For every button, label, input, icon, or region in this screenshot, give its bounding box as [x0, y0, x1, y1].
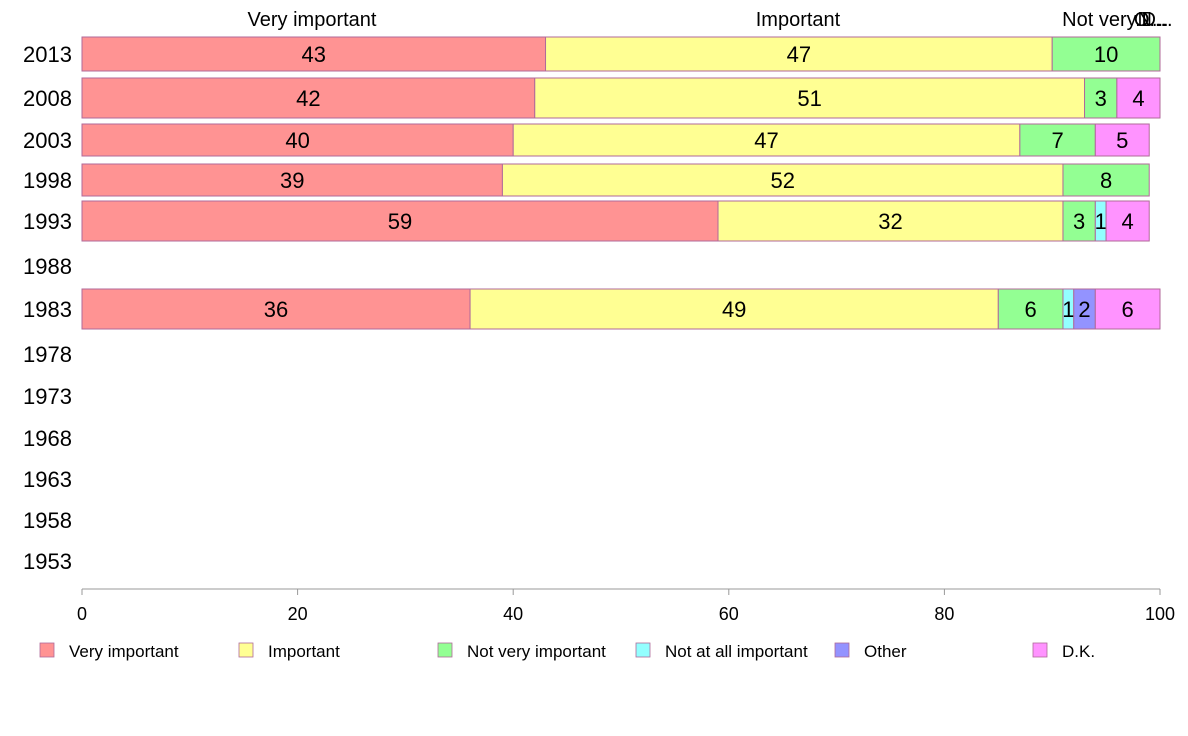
- x-tick-label: 40: [503, 604, 523, 624]
- year-label: 2013: [23, 42, 72, 67]
- legend-swatch: [635, 642, 651, 658]
- bar-segment: [717, 200, 1064, 242]
- column-header: Very important: [248, 9, 377, 31]
- bar-value-label: 1: [1095, 209, 1107, 234]
- bar-value-label: 4: [1132, 86, 1144, 111]
- column-header: O...: [1134, 9, 1166, 31]
- legend-label: Not very important: [467, 642, 606, 661]
- legend-swatch: [834, 642, 850, 658]
- legend-swatch: [437, 642, 453, 658]
- legend-label: Not at all important: [665, 642, 808, 661]
- legend-label: Very important: [69, 642, 179, 661]
- bar-value-label: 2: [1078, 297, 1090, 322]
- bar-segment: [545, 36, 1053, 72]
- bar-segment: [81, 288, 471, 330]
- year-label: 2008: [23, 86, 72, 111]
- x-tick-label: 0: [77, 604, 87, 624]
- bar-value-label: 40: [285, 128, 309, 153]
- bar-value-label: 6: [1122, 297, 1134, 322]
- legend-label: Important: [268, 642, 340, 661]
- bar-value-label: 32: [878, 209, 902, 234]
- column-header: D...: [1141, 9, 1172, 31]
- year-label: 1998: [23, 168, 72, 193]
- legend-label: D.K.: [1062, 642, 1095, 661]
- bar-segment: [1094, 123, 1150, 157]
- bar-value-label: 8: [1100, 168, 1112, 193]
- year-label: 1958: [23, 508, 72, 533]
- bar-segment: [997, 288, 1064, 330]
- bar-value-label: 52: [770, 168, 794, 193]
- column-header: N...: [1137, 9, 1168, 31]
- bar-segment: [512, 123, 1021, 157]
- x-tick-label: 80: [934, 604, 954, 624]
- bar-value-label: 1: [1062, 297, 1074, 322]
- bar-value-label: 4: [1122, 209, 1134, 234]
- bar-segment: [1062, 163, 1150, 197]
- bar-segment: [81, 36, 547, 72]
- year-label: 1963: [23, 467, 72, 492]
- year-label: 1988: [23, 254, 72, 279]
- bar-segment: [501, 163, 1064, 197]
- bar-value-label: 49: [722, 297, 746, 322]
- bar-segment: [81, 200, 719, 242]
- bar-value-label: 7: [1051, 128, 1063, 153]
- bar-value-label: 5: [1116, 128, 1128, 153]
- bar-value-label: 39: [280, 168, 304, 193]
- bar-value-label: 47: [787, 42, 811, 67]
- year-label: 1973: [23, 384, 72, 409]
- x-tick-label: 100: [1145, 604, 1175, 624]
- bar-segment: [1105, 200, 1150, 242]
- legend-label: Other: [864, 642, 907, 661]
- bar-value-label: 47: [754, 128, 778, 153]
- bar-value-label: 59: [388, 209, 412, 234]
- year-label: 1978: [23, 342, 72, 367]
- x-tick-label: 20: [288, 604, 308, 624]
- bar-value-label: 36: [264, 297, 288, 322]
- legend-swatch: [238, 642, 254, 658]
- bar-segment: [81, 77, 536, 119]
- bar-segment: [1051, 36, 1161, 72]
- bar-segment: [534, 77, 1086, 119]
- bar-value-label: 3: [1095, 86, 1107, 111]
- column-header: Important: [756, 9, 841, 31]
- year-label: 2003: [23, 128, 72, 153]
- bar-segment: [1094, 288, 1161, 330]
- year-label: 1983: [23, 297, 72, 322]
- year-label: 1953: [23, 549, 72, 574]
- bar-value-label: 10: [1094, 42, 1118, 67]
- legend-swatch: [39, 642, 55, 658]
- x-tick-label: 60: [719, 604, 739, 624]
- year-label: 1968: [23, 426, 72, 451]
- bar-value-label: 6: [1025, 297, 1037, 322]
- bar-value-label: 42: [296, 86, 320, 111]
- column-header: Not very...: [1062, 9, 1152, 31]
- bar-value-label: 3: [1073, 209, 1085, 234]
- legend-swatch: [1032, 642, 1048, 658]
- bar-segment: [469, 288, 999, 330]
- bar-segment: [1116, 77, 1161, 119]
- bar-value-label: 51: [797, 86, 821, 111]
- year-label: 1993: [23, 209, 72, 234]
- bar-value-label: 43: [302, 42, 326, 67]
